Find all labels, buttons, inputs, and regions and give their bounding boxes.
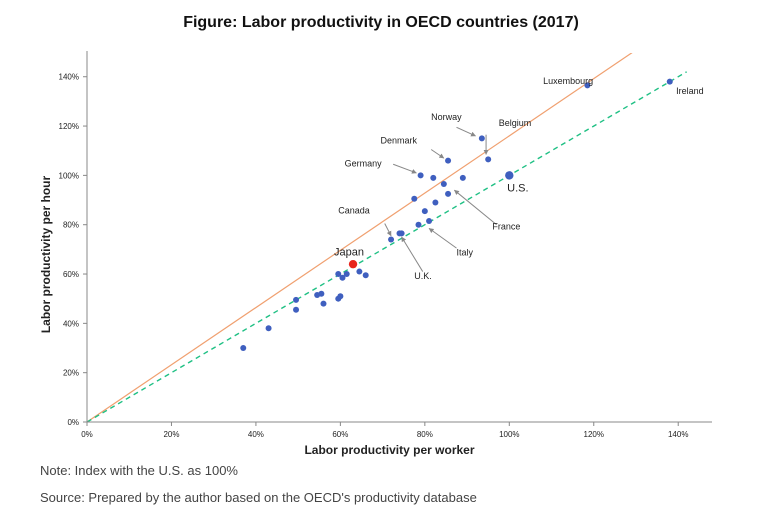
x-tick-label: 120%: [584, 430, 604, 439]
data-point-japan: [348, 259, 358, 269]
data-point: [459, 174, 466, 181]
data-point: [432, 199, 439, 206]
data-point: [343, 271, 350, 278]
data-point: [478, 135, 485, 142]
x-tick-label: 40%: [248, 430, 264, 439]
point-label: Canada: [338, 206, 370, 216]
x-tick-label: 20%: [163, 430, 179, 439]
y-tick-label: 120%: [59, 122, 79, 131]
data-points: [240, 78, 673, 352]
point-label: Germany: [345, 159, 383, 169]
label-arrow: [428, 227, 457, 249]
y-axis-title: Labor productivity per hour: [39, 176, 53, 334]
chart-source: Source: Prepared by the author based on …: [40, 490, 477, 505]
chart-title: Figure: Labor productivity in OECD count…: [183, 14, 579, 31]
data-point: [445, 190, 452, 197]
point-label: Japan: [334, 247, 364, 259]
label-arrow: [454, 189, 497, 226]
data-point: [411, 195, 418, 202]
x-tick-label: 60%: [332, 430, 348, 439]
y-tick-label: 140%: [59, 73, 79, 82]
data-point: [398, 230, 405, 237]
reference-lines: [87, 53, 688, 422]
label-arrow: [456, 126, 476, 137]
data-point-us: [505, 171, 514, 180]
data-point: [335, 271, 342, 278]
y-tick-label: 40%: [63, 319, 79, 328]
data-point: [293, 296, 300, 303]
scatter-chart: 0% 20% 40% 60% 80% 100% 120% 140% 0% 20% 40% 60% 80%…: [39, 51, 712, 457]
y-tick-label: 60%: [63, 270, 79, 279]
data-point: [318, 290, 325, 297]
label-arrows: [384, 126, 497, 272]
data-point: [485, 156, 492, 163]
y-tick-label: 100%: [59, 171, 79, 180]
y-tick-label: 80%: [63, 221, 79, 230]
label-arrow: [430, 149, 445, 159]
point-label: Ireland: [676, 86, 704, 96]
parity-line-dashed: [87, 71, 688, 422]
data-point: [426, 218, 433, 225]
data-point: [337, 293, 344, 300]
point-label: France: [492, 222, 520, 232]
data-point: [320, 300, 327, 307]
y-tick-label: 20%: [63, 369, 79, 378]
point-label: U.S.: [507, 182, 528, 194]
data-point: [584, 82, 591, 89]
point-label: Denmark: [380, 135, 417, 145]
data-point: [417, 172, 424, 179]
x-tick-label: 80%: [417, 430, 433, 439]
chart-note: Note: Index with the U.S. as 100%: [40, 463, 238, 478]
data-point: [415, 221, 422, 228]
axes: 0% 20% 40% 60% 80% 100% 120% 140% 0% 20% 40% 60% 80%…: [39, 51, 712, 457]
trend-line: [87, 53, 633, 422]
point-label: U.K.: [414, 271, 432, 281]
x-tick-label: 140%: [668, 430, 688, 439]
data-point: [440, 181, 447, 188]
data-point: [362, 272, 369, 279]
point-label: Italy: [457, 248, 474, 258]
label-arrow: [392, 163, 417, 174]
data-point: [430, 174, 437, 181]
point-label: Belgium: [499, 118, 532, 128]
data-point: [421, 208, 428, 215]
x-tick-label: 100%: [499, 430, 519, 439]
point-label: Norway: [431, 112, 462, 122]
data-point: [265, 325, 272, 332]
x-tick-label: 0%: [81, 430, 93, 439]
data-point: [445, 157, 452, 164]
point-labels: Luxembourg Ireland Norway Belgium Denmark Ger…: [334, 76, 704, 281]
x-axis-title: Labor productivity per worker: [304, 443, 474, 457]
data-point: [356, 268, 363, 275]
data-point: [666, 78, 673, 85]
label-arrow: [401, 236, 424, 272]
data-point: [240, 345, 247, 352]
data-point: [293, 306, 300, 313]
data-point: [388, 236, 395, 243]
point-label: Luxembourg: [543, 76, 593, 86]
data-point: [339, 274, 346, 281]
y-tick-label: 0%: [67, 418, 79, 427]
label-arrow: [384, 223, 392, 237]
